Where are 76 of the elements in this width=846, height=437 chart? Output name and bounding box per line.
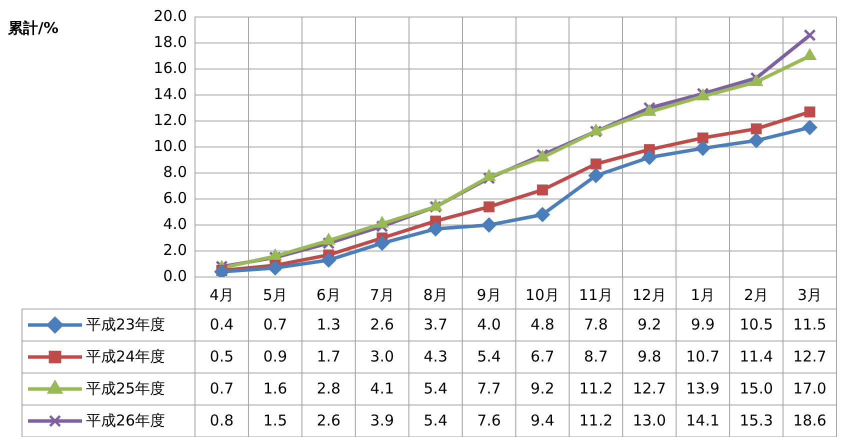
x-tick-label: 11月 <box>578 286 613 304</box>
y-tick-label: 4.0 <box>163 214 187 233</box>
data-label: 5.4 <box>424 380 448 398</box>
data-label: 0.5 <box>210 348 234 366</box>
y-tick-label: 10.0 <box>154 136 187 155</box>
y-tick-label: 20.0 <box>154 6 187 25</box>
data-label: 13.9 <box>686 380 720 398</box>
data-label: 14.1 <box>686 412 720 430</box>
data-label: 5.4 <box>477 348 501 366</box>
data-label: 11.2 <box>579 412 613 430</box>
data-label: 12.7 <box>632 380 666 398</box>
x-tick-label: 2月 <box>744 286 769 304</box>
text: 累計/% <box>8 19 59 38</box>
legend-label: 平成25年度 <box>86 380 166 398</box>
x-tick-label: 1月 <box>690 286 716 304</box>
data-label: 0.7 <box>210 380 234 398</box>
data-label: 2.8 <box>316 380 341 398</box>
data-label: 11.5 <box>793 316 826 334</box>
data-label: 5.4 <box>424 412 448 430</box>
data-label: 15.0 <box>740 380 774 398</box>
data-label: 2.6 <box>316 412 341 430</box>
data-label: 7.7 <box>477 380 501 398</box>
data-label: 9.2 <box>530 380 554 398</box>
data-label: 3.9 <box>370 412 394 430</box>
y-tick-label: 18.0 <box>154 32 187 51</box>
y-tick-label: 6.0 <box>163 188 187 207</box>
data-label: 4.0 <box>477 316 501 334</box>
data-label: 11.4 <box>740 348 774 366</box>
x-tick-label: 9月 <box>476 286 502 304</box>
x-tick-label: 12月 <box>632 286 666 304</box>
y-tick-label: 0.0 <box>163 266 187 285</box>
y-tick-label: 14.0 <box>154 84 187 103</box>
data-label: 4.3 <box>424 348 448 366</box>
x-tick-label: 3月 <box>797 286 822 304</box>
legend-label: 平成26年度 <box>86 412 166 430</box>
data-label: 8.7 <box>584 348 608 366</box>
data-label: 18.6 <box>793 412 826 430</box>
data-label: 0.7 <box>263 316 288 334</box>
y-tick-label: 12.0 <box>154 110 187 129</box>
data-label: 0.8 <box>210 412 234 430</box>
data-label: 17.0 <box>793 380 826 398</box>
data-label: 0.9 <box>263 348 288 366</box>
x-tick-label: 5月 <box>262 286 288 304</box>
data-label: 3.7 <box>424 316 448 334</box>
data-label: 10.5 <box>740 316 774 334</box>
data-label: 9.4 <box>530 412 554 430</box>
x-tick-label: 7月 <box>370 286 394 304</box>
data-label: 9.9 <box>690 316 715 334</box>
y-tick-label: 8.0 <box>163 162 187 181</box>
data-label: 1.7 <box>316 348 341 366</box>
data-label: 7.6 <box>477 412 501 430</box>
data-label: 12.7 <box>793 348 826 366</box>
data-label: 6.7 <box>530 348 554 366</box>
y-tick-label: 16.0 <box>154 58 187 77</box>
data-label: 1.6 <box>263 380 288 398</box>
x-tick-label: 8月 <box>423 286 448 304</box>
legend-label: 平成23年度 <box>86 316 166 334</box>
data-label: 13.0 <box>632 412 666 430</box>
data-label: 1.3 <box>316 316 341 334</box>
data-label: 11.2 <box>579 380 613 398</box>
data-label: 2.6 <box>370 316 394 334</box>
data-label: 4.8 <box>530 316 554 334</box>
data-label: 9.8 <box>637 348 662 366</box>
data-label: 9.2 <box>637 316 662 334</box>
x-tick-label: 4月 <box>209 286 234 304</box>
data-label: 15.3 <box>740 412 774 430</box>
data-label: 7.8 <box>584 316 608 334</box>
x-tick-label: 6月 <box>316 286 341 304</box>
data-label: 1.5 <box>263 412 288 430</box>
data-label: 4.1 <box>370 380 394 398</box>
legend-label: 平成24年度 <box>86 348 166 366</box>
x-tick-label: 10月 <box>525 286 560 304</box>
data-label: 0.4 <box>210 316 234 334</box>
y-tick-label: 2.0 <box>163 240 187 259</box>
data-label: 3.0 <box>370 348 394 366</box>
data-label: 10.7 <box>686 348 720 366</box>
